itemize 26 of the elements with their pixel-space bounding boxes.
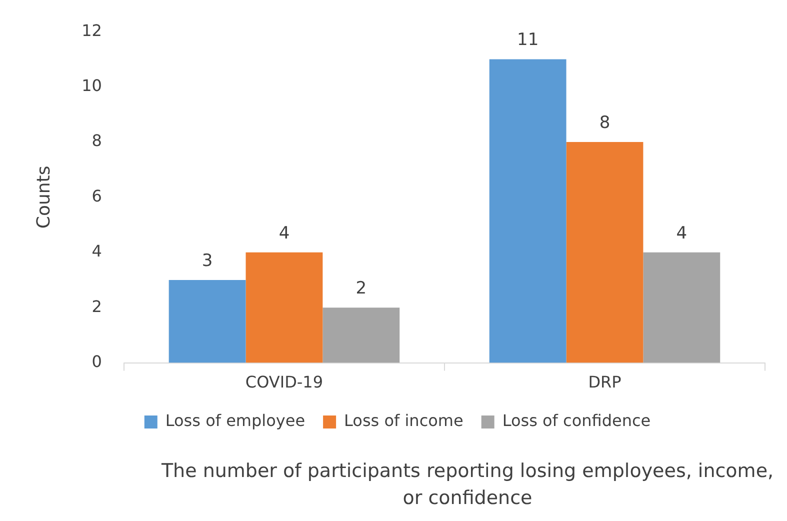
bar <box>566 142 644 363</box>
x-tick-label: DRP <box>588 372 622 392</box>
legend-label: Loss of income <box>344 411 464 430</box>
bar <box>168 280 246 363</box>
bar <box>489 59 566 363</box>
data-label: 4 <box>676 223 688 244</box>
bar <box>322 308 400 363</box>
y-tick-label: 2 <box>92 296 102 316</box>
data-label: 4 <box>278 223 290 244</box>
y-tick-label: 6 <box>92 186 102 206</box>
data-label: 11 <box>516 30 539 50</box>
data-label: 8 <box>599 112 610 133</box>
legend-label: Loss of employee <box>165 411 306 430</box>
data-label: 3 <box>202 250 213 271</box>
y-tick-label: 8 <box>92 131 102 150</box>
y-tick-label: 12 <box>82 20 102 40</box>
text: The number of participants reporting losing employees, income, or confidence <box>160 459 775 511</box>
y-tick-label: 0 <box>92 352 102 371</box>
y-tick-label: 10 <box>82 76 102 95</box>
y-axis-title: Counts <box>33 166 54 229</box>
bar <box>643 252 720 363</box>
x-tick-label: COVID-19 <box>245 372 324 392</box>
bar <box>246 252 323 363</box>
legend-label: Loss of confidence <box>502 411 651 430</box>
y-tick-label: 4 <box>92 242 102 261</box>
data-label: 2 <box>356 278 367 299</box>
